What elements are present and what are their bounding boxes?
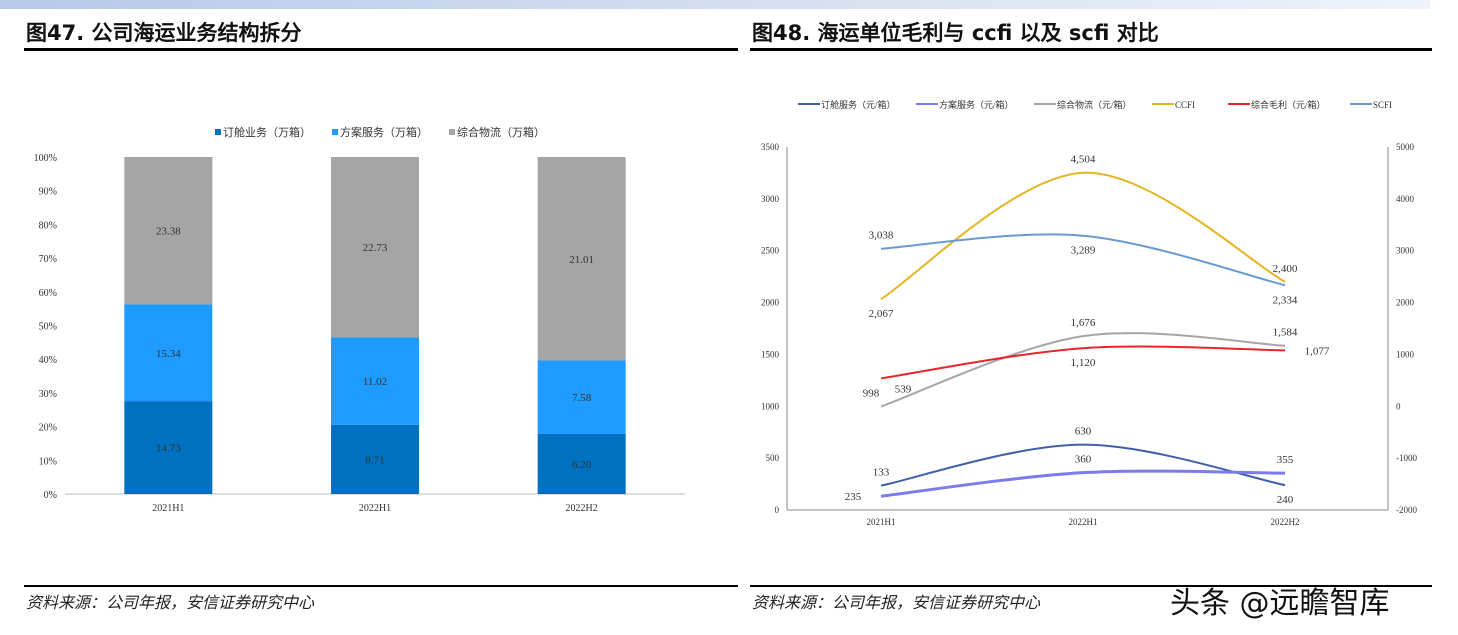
right-source-note: 资料来源：公司年报，安信证券研究中心 <box>752 593 1041 612</box>
left-y-tick-label: 2000 <box>761 298 780 308</box>
watermark: 头条 @远瞻智库 <box>1170 586 1390 621</box>
bar-segment <box>124 157 213 305</box>
data-label: 2,067 <box>869 308 894 320</box>
x-tick-label: 2021H1 <box>152 503 184 514</box>
data-label: 998 <box>863 387 880 399</box>
left-source-note: 资料来源：公司年报，安信证券研究中心 <box>26 593 315 612</box>
left-y-tick-label: 2500 <box>761 246 780 256</box>
left-y-tick-label: 3500 <box>761 142 780 152</box>
footer-divider <box>750 585 1432 587</box>
bar-segment <box>124 304 213 402</box>
line-chart: 0 500 1000 1500 2000 2500 3000 3500 -2000 -1000 0 1… <box>761 99 1417 527</box>
data-label: 1,676 <box>1071 317 1096 329</box>
y-tick-label: 0% <box>44 490 57 501</box>
stacked-bar-chart: 0% 10% 20% 30% 40% 50% 60% 70% 80% 90% 100% 14.73 15… <box>34 125 685 514</box>
data-label: 360 <box>1075 454 1092 466</box>
data-label: 15.34 <box>156 348 181 360</box>
data-label: 23.38 <box>156 226 181 238</box>
bar-segment <box>124 401 213 494</box>
left-y-tick-label: 500 <box>766 453 780 463</box>
bar-segment <box>537 157 626 361</box>
bar-segment <box>537 360 626 434</box>
y-tick-label: 10% <box>39 456 57 467</box>
data-label: 7.58 <box>572 392 592 404</box>
x-tick-label: 2022H1 <box>359 503 391 514</box>
data-label: 21.01 <box>569 254 594 266</box>
data-label: 3,289 <box>1071 245 1096 257</box>
right-y-tick-label: 2000 <box>1396 298 1415 308</box>
legend-label: 方案服务（万箱） <box>340 125 428 139</box>
data-label: 8.71 <box>365 454 384 466</box>
title-divider <box>24 48 738 51</box>
right-y-tick-label: 5000 <box>1396 142 1415 152</box>
series-line <box>880 469 1286 498</box>
legend-swatch <box>449 129 455 135</box>
y-tick-label: 90% <box>39 187 57 198</box>
data-label: 14.73 <box>156 443 181 455</box>
series-line <box>880 345 1286 380</box>
y-tick-label: 100% <box>34 153 57 164</box>
data-label: 22.73 <box>363 242 388 254</box>
y-tick-label: 80% <box>39 220 57 231</box>
bar-segment <box>331 337 419 425</box>
right-figure-title: 图48. 海运单位毛利与 ccfi 以及 scfi 对比 <box>752 21 1159 45</box>
right-y-tick-label: 4000 <box>1396 194 1415 204</box>
title-divider <box>750 48 1432 51</box>
legend-label: 订舱服务（元/箱） <box>821 99 896 110</box>
x-tick-label: 2021H1 <box>867 517 896 527</box>
series-line <box>880 233 1286 287</box>
legend-label: SCFI <box>1373 100 1392 110</box>
data-label: 4,504 <box>1071 154 1096 166</box>
data-label: 2,334 <box>1273 294 1298 306</box>
y-tick-label: 20% <box>39 423 57 434</box>
legend-label: CCFI <box>1175 100 1195 110</box>
legend-swatch <box>215 129 221 135</box>
data-label: 235 <box>845 491 862 503</box>
legend-label: 综合物流（元/箱） <box>1057 99 1132 110</box>
right-y-tick-label: 3000 <box>1396 246 1415 256</box>
footer-divider <box>24 585 738 587</box>
left-y-tick-label: 0 <box>775 505 780 515</box>
y-tick-label: 50% <box>39 322 57 333</box>
left-y-tick-label: 1000 <box>761 401 780 411</box>
top-banner <box>0 0 1430 9</box>
data-label: 1,077 <box>1305 345 1330 357</box>
left-y-tick-label: 1500 <box>761 349 780 359</box>
bar-segment <box>331 424 419 494</box>
right-y-tick-label: -2000 <box>1396 505 1417 515</box>
series-line <box>880 171 1286 300</box>
right-y-tick-label: -1000 <box>1396 453 1417 463</box>
data-label: 630 <box>1075 426 1092 438</box>
legend-label: 综合毛利（元/箱） <box>1251 99 1326 110</box>
legend-label: 综合物流（万箱） <box>457 125 545 139</box>
data-label: 2,400 <box>1273 263 1298 275</box>
bar-segment <box>537 433 626 494</box>
legend-label: 方案服务（元/箱） <box>939 99 1014 110</box>
left-y-tick-label: 3000 <box>761 194 780 204</box>
data-label: 240 <box>1277 494 1294 506</box>
data-label: 133 <box>873 467 890 479</box>
legend-swatch <box>332 129 338 135</box>
data-label: 539 <box>895 383 912 395</box>
series-line <box>880 332 1286 408</box>
y-tick-label: 40% <box>39 355 57 366</box>
right-y-tick-label: 0 <box>1396 401 1401 411</box>
data-label: 6.20 <box>572 459 592 471</box>
data-label: 355 <box>1277 454 1294 466</box>
data-label: 1,120 <box>1071 357 1096 369</box>
left-figure-title: 图47. 公司海运业务结构拆分 <box>26 21 302 45</box>
x-tick-label: 2022H1 <box>1069 517 1098 527</box>
x-tick-label: 2022H2 <box>1271 517 1300 527</box>
y-tick-label: 30% <box>39 389 57 400</box>
data-label: 3,038 <box>869 230 894 242</box>
legend-label: 订舱业务（万箱） <box>223 125 311 139</box>
right-y-tick-label: 1000 <box>1396 349 1415 359</box>
data-label: 1,584 <box>1273 327 1298 339</box>
data-label: 11.02 <box>363 376 387 388</box>
y-tick-label: 60% <box>39 288 57 299</box>
x-tick-label: 2022H2 <box>566 503 598 514</box>
bar-segment <box>331 157 419 338</box>
y-tick-label: 70% <box>39 254 57 265</box>
